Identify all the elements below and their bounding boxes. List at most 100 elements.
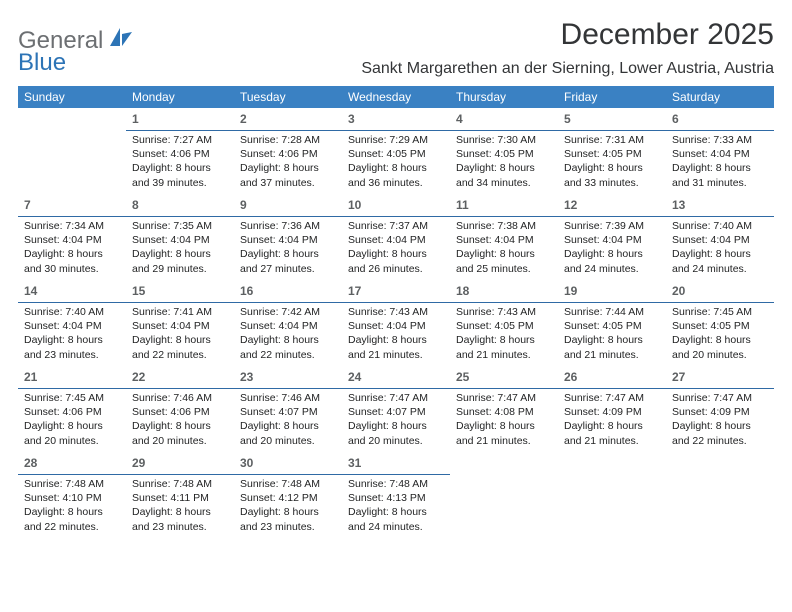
- day-info: Sunrise: 7:48 AMSunset: 4:11 PMDaylight:…: [132, 475, 228, 534]
- daynum-row: 18: [450, 280, 558, 303]
- sunset-text: Sunset: 4:13 PM: [348, 491, 444, 505]
- calendar-week: 14Sunrise: 7:40 AMSunset: 4:04 PMDayligh…: [18, 280, 774, 366]
- sunset-text: Sunset: 4:05 PM: [672, 319, 768, 333]
- sunrise-text: Sunrise: 7:46 AM: [240, 391, 336, 405]
- day-number: 13: [672, 198, 685, 212]
- daylight-line1: Daylight: 8 hours: [240, 247, 336, 261]
- day-number: 14: [24, 284, 37, 298]
- sunrise-text: Sunrise: 7:48 AM: [240, 477, 336, 491]
- day-info: Sunrise: 7:48 AMSunset: 4:13 PMDaylight:…: [348, 475, 444, 534]
- day-details: Sunrise: 7:44 AMSunset: 4:05 PMDaylight:…: [558, 303, 666, 366]
- daylight-line1: Daylight: 8 hours: [456, 333, 552, 347]
- daylight-line1: Daylight: 8 hours: [564, 247, 660, 261]
- calendar-cell: [558, 452, 666, 538]
- sunset-text: Sunset: 4:04 PM: [240, 319, 336, 333]
- logo: General Blue: [18, 18, 134, 75]
- day-details: Sunrise: 7:42 AMSunset: 4:04 PMDaylight:…: [234, 303, 342, 366]
- sunrise-text: Sunrise: 7:47 AM: [672, 391, 768, 405]
- day-details: Sunrise: 7:45 AMSunset: 4:06 PMDaylight:…: [18, 389, 126, 452]
- day-number: 3: [348, 112, 355, 126]
- weekday-header: Thursday: [450, 86, 558, 108]
- day-details: Sunrise: 7:37 AMSunset: 4:04 PMDaylight:…: [342, 217, 450, 280]
- day-info: Sunrise: 7:46 AMSunset: 4:07 PMDaylight:…: [240, 389, 336, 448]
- daynum-row: 27: [666, 366, 774, 389]
- day-details: Sunrise: 7:30 AMSunset: 4:05 PMDaylight:…: [450, 131, 558, 194]
- day-details: Sunrise: 7:41 AMSunset: 4:04 PMDaylight:…: [126, 303, 234, 366]
- calendar-cell: 23Sunrise: 7:46 AMSunset: 4:07 PMDayligh…: [234, 366, 342, 452]
- day-details: Sunrise: 7:28 AMSunset: 4:06 PMDaylight:…: [234, 131, 342, 194]
- sunset-text: Sunset: 4:04 PM: [456, 233, 552, 247]
- calendar-cell: 3Sunrise: 7:29 AMSunset: 4:05 PMDaylight…: [342, 108, 450, 194]
- day-info: Sunrise: 7:31 AMSunset: 4:05 PMDaylight:…: [564, 131, 660, 190]
- daynum-row: 8: [126, 194, 234, 217]
- day-number: 20: [672, 284, 685, 298]
- sunset-text: Sunset: 4:07 PM: [348, 405, 444, 419]
- daynum-row: 21: [18, 366, 126, 389]
- day-info: Sunrise: 7:45 AMSunset: 4:06 PMDaylight:…: [24, 389, 120, 448]
- weekday-header: Sunday: [18, 86, 126, 108]
- sunset-text: Sunset: 4:09 PM: [564, 405, 660, 419]
- day-number: 7: [24, 198, 31, 212]
- calendar-cell: 26 Sunrise: 7:47 AMSunset: 4:09 PMDayligh…: [558, 366, 666, 452]
- day-info: Sunrise: 7:43 AMSunset: 4:05 PMDaylight:…: [456, 303, 552, 362]
- daylight-line1: Daylight: 8 hours: [348, 333, 444, 347]
- day-info: Sunrise: 7:34 AMSunset: 4:04 PMDaylight:…: [24, 217, 120, 276]
- daylight-line1: Daylight: 8 hours: [24, 419, 120, 433]
- daylight-line1: Daylight: 8 hours: [132, 161, 228, 175]
- day-details: Sunrise: 7:34 AMSunset: 4:04 PMDaylight:…: [18, 217, 126, 280]
- day-number: 31: [348, 456, 361, 470]
- day-info: Sunrise: 7:36 AMSunset: 4:04 PMDaylight:…: [240, 217, 336, 276]
- day-details: Sunrise: 7:47 AMSunset: 4:09 PMDaylight:…: [558, 389, 666, 452]
- day-info: Sunrise: 7:27 AMSunset: 4:06 PMDaylight:…: [132, 131, 228, 190]
- sunrise-text: Sunrise: 7:37 AM: [348, 219, 444, 233]
- daylight-line2: and 29 minutes.: [132, 262, 228, 276]
- daylight-line1: Daylight: 8 hours: [24, 505, 120, 519]
- day-info: Sunrise: 7:42 AMSunset: 4:04 PMDaylight:…: [240, 303, 336, 362]
- calendar-cell: 8Sunrise: 7:35 AMSunset: 4:04 PMDaylight…: [126, 194, 234, 280]
- calendar-week: 7 Sunrise: 7:34 AMSunset: 4:04 PMDaylight…: [18, 194, 774, 280]
- daylight-line1: Daylight: 8 hours: [672, 161, 768, 175]
- daynum-row: 26: [558, 366, 666, 389]
- daynum-row: 4: [450, 108, 558, 131]
- calendar-cell: 1 Sunrise: 7:27 AMSunset: 4:06 PMDaylight…: [126, 108, 234, 194]
- day-details: Sunrise: 7:47 AMSunset: 4:09 PMDaylight:…: [666, 389, 774, 452]
- calendar-cell: 15Sunrise: 7:41 AMSunset: 4:04 PMDayligh…: [126, 280, 234, 366]
- day-info: Sunrise: 7:43 AMSunset: 4:04 PMDaylight:…: [348, 303, 444, 362]
- calendar-body: 1 Sunrise: 7:27 AMSunset: 4:06 PMDaylight…: [18, 108, 774, 538]
- daylight-line2: and 23 minutes.: [240, 520, 336, 534]
- day-info: Sunrise: 7:38 AMSunset: 4:04 PMDaylight:…: [456, 217, 552, 276]
- calendar-cell: 25 Sunrise: 7:47 AMSunset: 4:08 PMDayligh…: [450, 366, 558, 452]
- sunrise-text: Sunrise: 7:45 AM: [672, 305, 768, 319]
- calendar-cell: 10 Sunrise: 7:37 AMSunset: 4:04 PMDayligh…: [342, 194, 450, 280]
- daylight-line1: Daylight: 8 hours: [456, 419, 552, 433]
- daylight-line2: and 36 minutes.: [348, 176, 444, 190]
- day-info: Sunrise: 7:45 AMSunset: 4:05 PMDaylight:…: [672, 303, 768, 362]
- day-info: Sunrise: 7:47 AMSunset: 4:08 PMDaylight:…: [456, 389, 552, 448]
- sunrise-text: Sunrise: 7:48 AM: [132, 477, 228, 491]
- daylight-line1: Daylight: 8 hours: [240, 161, 336, 175]
- calendar-cell: 5Sunrise: 7:31 AMSunset: 4:05 PMDaylight…: [558, 108, 666, 194]
- day-number: 8: [132, 198, 139, 212]
- day-info: Sunrise: 7:30 AMSunset: 4:05 PMDaylight:…: [456, 131, 552, 190]
- day-info: Sunrise: 7:48 AMSunset: 4:12 PMDaylight:…: [240, 475, 336, 534]
- calendar-cell: 13Sunrise: 7:40 AMSunset: 4:04 PMDayligh…: [666, 194, 774, 280]
- daynum-row: 10: [342, 194, 450, 217]
- daylight-line1: Daylight: 8 hours: [24, 247, 120, 261]
- sunrise-text: Sunrise: 7:31 AM: [564, 133, 660, 147]
- sunset-text: Sunset: 4:06 PM: [132, 147, 228, 161]
- day-details: Sunrise: 7:48 AMSunset: 4:10 PMDaylight:…: [18, 475, 126, 538]
- calendar-cell: 29Sunrise: 7:48 AMSunset: 4:11 PMDayligh…: [126, 452, 234, 538]
- day-number: 25: [456, 370, 469, 384]
- daylight-line2: and 37 minutes.: [240, 176, 336, 190]
- calendar-cell: 20 Sunrise: 7:45 AMSunset: 4:05 PMDayligh…: [666, 280, 774, 366]
- day-number: 26: [564, 370, 577, 384]
- day-number: 10: [348, 198, 361, 212]
- daylight-line1: Daylight: 8 hours: [132, 419, 228, 433]
- weekday-header: Wednesday: [342, 86, 450, 108]
- daynum-row: 3: [342, 108, 450, 131]
- daynum-row: 23: [234, 366, 342, 389]
- calendar-cell: 12Sunrise: 7:39 AMSunset: 4:04 PMDayligh…: [558, 194, 666, 280]
- day-number: 1: [132, 112, 139, 126]
- day-number: 12: [564, 198, 577, 212]
- daynum-row: 14: [18, 280, 126, 303]
